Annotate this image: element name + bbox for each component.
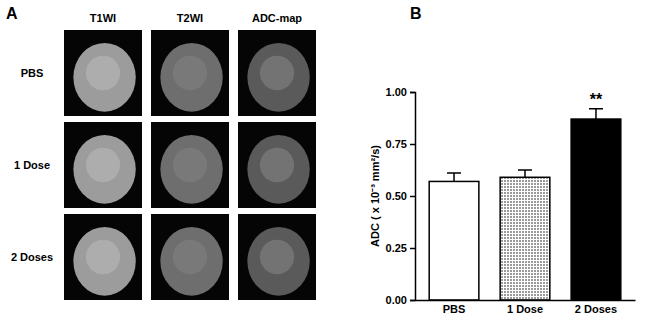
y-tick: 0.50 — [386, 190, 415, 202]
error-bar — [518, 170, 532, 177]
y-tick-mark — [410, 92, 415, 94]
y-tick: 0.25 — [386, 242, 415, 254]
x-axis: PBS 1 Dose 2 Doses — [416, 300, 636, 315]
mri-image — [64, 214, 142, 300]
annotation: ** — [590, 91, 603, 108]
column-header: ADC-map — [252, 12, 302, 24]
tissue-core — [86, 56, 120, 90]
y-tick: 1.00 — [386, 86, 415, 98]
image-background — [64, 214, 142, 300]
image-background — [151, 122, 229, 208]
mri-image — [64, 122, 142, 208]
tissue-core — [173, 240, 207, 274]
y-tick: 0.00 — [386, 294, 415, 306]
bars — [429, 109, 621, 300]
mri-image — [64, 30, 142, 116]
y-tick-label: 1.00 — [386, 86, 407, 98]
y-tick-mark — [410, 196, 415, 198]
y-tick: 0.75 — [386, 138, 415, 150]
y-axis: 0.00 0.25 0.50 0.75 1.00 — [386, 86, 416, 306]
figure: A T1WI T2WI ADC-map PBS 1 Dose 2 Doses B 0.00 0.2… — [0, 0, 647, 318]
bar — [429, 181, 479, 300]
tissue — [73, 43, 135, 112]
tissue — [247, 227, 309, 296]
y-axis-line — [410, 93, 416, 301]
tissue — [73, 227, 135, 296]
image-background — [238, 30, 316, 116]
mri-image — [151, 214, 229, 300]
tissue-core — [173, 56, 207, 90]
y-tick-label: 0.75 — [386, 138, 407, 150]
tissue-core — [86, 148, 120, 182]
panel-label: A — [6, 5, 18, 22]
image-background — [238, 214, 316, 300]
tissue-core — [173, 148, 207, 182]
y-tick-mark — [410, 248, 415, 250]
mri-image — [151, 30, 229, 116]
mri-image — [238, 214, 316, 300]
image-background — [238, 122, 316, 208]
x-tick: 2 Doses — [575, 300, 617, 315]
y-tick-label: 0.25 — [386, 242, 407, 254]
x-tick-label: 2 Doses — [575, 303, 617, 315]
mri-image — [238, 122, 316, 208]
image-background — [151, 214, 229, 300]
y-tick-label: 0.50 — [386, 190, 407, 202]
bar — [500, 177, 550, 300]
bar — [571, 119, 621, 300]
image-background — [151, 30, 229, 116]
tissue — [160, 135, 222, 204]
x-axis-line — [416, 300, 636, 302]
y-tick-mark — [410, 300, 415, 302]
tissue — [247, 43, 309, 112]
column-header: T2WI — [177, 12, 203, 24]
tissue-core — [260, 148, 294, 182]
x-tick-label: 1 Dose — [507, 303, 543, 315]
tissue-core — [260, 240, 294, 274]
tissue — [160, 43, 222, 112]
image-background — [64, 122, 142, 208]
row-label: PBS — [21, 67, 44, 79]
y-tick-mark — [410, 144, 415, 146]
x-tick: PBS — [443, 300, 466, 315]
x-tick: 1 Dose — [507, 300, 543, 315]
mri-image — [151, 122, 229, 208]
y-axis-title: ADC ( x 10⁻³ mm²/s) — [369, 145, 381, 247]
error-bar — [589, 109, 603, 119]
tissue — [73, 135, 135, 204]
tissue-core — [260, 56, 294, 90]
image-background — [64, 30, 142, 116]
error-bar — [447, 173, 461, 181]
column-header: T1WI — [90, 12, 116, 24]
row-label: 2 Doses — [11, 251, 53, 263]
row-label: 1 Dose — [14, 159, 50, 171]
y-tick-label: 0.00 — [386, 294, 407, 306]
tissue — [160, 227, 222, 296]
x-tick-label: PBS — [443, 303, 466, 315]
tissue-core — [86, 240, 120, 274]
tissue — [247, 135, 309, 204]
panel-label: B — [410, 5, 422, 22]
mri-image — [238, 30, 316, 116]
